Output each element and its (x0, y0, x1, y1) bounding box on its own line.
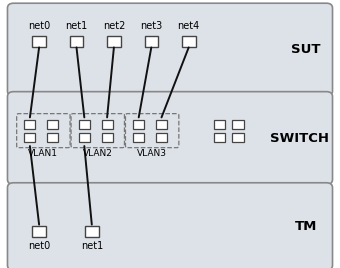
Bar (214, 133, 225, 142)
Text: TM: TM (295, 220, 317, 233)
Bar (107, 36, 121, 47)
FancyBboxPatch shape (7, 3, 333, 96)
Bar (24, 133, 35, 142)
Text: SWITCH: SWITCH (270, 132, 329, 144)
Bar (156, 133, 167, 142)
Bar (32, 226, 46, 237)
Bar (47, 133, 58, 142)
FancyBboxPatch shape (7, 183, 333, 268)
Text: net1: net1 (65, 21, 88, 31)
Bar (102, 133, 113, 142)
Bar (156, 120, 167, 129)
Bar (233, 120, 243, 129)
Text: VLAN1: VLAN1 (28, 149, 58, 158)
Bar (79, 133, 90, 142)
FancyBboxPatch shape (7, 92, 333, 184)
Text: VLAN2: VLAN2 (83, 149, 113, 158)
Text: SUT: SUT (291, 43, 321, 56)
Text: net3: net3 (140, 21, 163, 31)
Text: net2: net2 (103, 21, 125, 31)
Bar (144, 36, 158, 47)
Text: net0: net0 (28, 21, 50, 31)
Text: VLAN3: VLAN3 (137, 149, 167, 158)
Bar (133, 120, 144, 129)
Bar (32, 36, 46, 47)
Bar (233, 133, 243, 142)
Bar (47, 120, 58, 129)
Bar (24, 120, 35, 129)
Bar (85, 226, 99, 237)
Bar (102, 120, 113, 129)
Bar (133, 133, 144, 142)
Bar (70, 36, 83, 47)
Text: net4: net4 (177, 21, 200, 31)
Bar (182, 36, 195, 47)
Bar (79, 120, 90, 129)
Bar (214, 120, 225, 129)
Text: net0: net0 (28, 241, 50, 251)
Text: net1: net1 (81, 241, 103, 251)
